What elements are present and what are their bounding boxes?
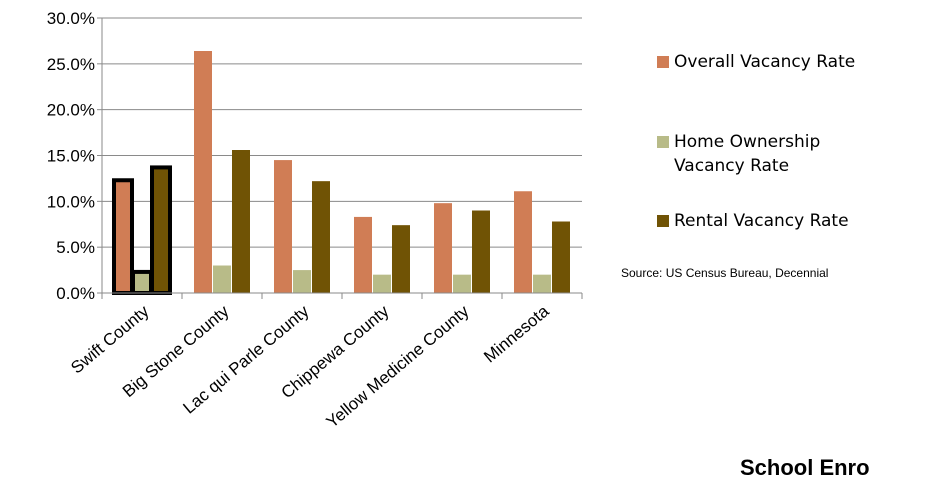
x-category-label: Swift County <box>67 301 153 377</box>
x-category-label: Minnesota <box>480 301 553 366</box>
bar-home-ownership-vacancy-rate <box>213 265 231 293</box>
legend-swatch-overall <box>657 56 669 68</box>
bar-home-ownership-vacancy-rate <box>533 274 551 293</box>
y-tick-label: 10.0% <box>47 192 95 211</box>
section-title: School Enro <box>740 455 870 480</box>
bar-overall-vacancy-rate <box>514 191 532 293</box>
bars <box>112 51 570 296</box>
y-tick-labels: 0.0% 5.0% 10.0% 15.0% 20.0% 25.0% 30.0% <box>47 9 95 303</box>
bar-rental-vacancy-rate <box>312 181 330 293</box>
legend-label-overall: Overall Vacancy Rate <box>674 52 856 72</box>
bar-rental-vacancy-rate <box>392 225 410 293</box>
bar-rental-vacancy-rate <box>472 210 490 293</box>
bar-overall-vacancy-rate <box>194 51 212 293</box>
legend-item-overall: Overall Vacancy Rate <box>657 50 884 74</box>
y-tick-label: 0.0% <box>56 284 95 303</box>
y-tick-label: 20.0% <box>47 101 95 120</box>
source-note: Source: US Census Bureau, Decennial <box>621 266 829 280</box>
legend-label-home-ownership: Home Ownership Vacancy Rate <box>674 132 821 176</box>
bar-overall-vacancy-rate <box>434 203 452 293</box>
bar-rental-vacancy-rate <box>150 165 172 296</box>
bar-home-ownership-vacancy-rate <box>131 269 153 295</box>
bar-overall-vacancy-rate <box>354 216 372 293</box>
legend-swatch-home-ownership <box>657 136 669 148</box>
vacancy-rate-chart: 0.0% 5.0% 10.0% 15.0% 20.0% 25.0% 30.0% Swift … <box>47 9 583 432</box>
axes <box>97 17 583 299</box>
gridlines <box>102 17 582 248</box>
y-tick-label: 25.0% <box>47 55 95 74</box>
legend-item-home-ownership: Home Ownership Vacancy Rate <box>657 130 874 178</box>
y-tick-label: 30.0% <box>47 9 95 28</box>
y-tick-label: 5.0% <box>56 238 95 257</box>
bar-home-ownership-vacancy-rate <box>373 274 391 293</box>
bar-overall-vacancy-rate <box>112 178 134 295</box>
y-tick-label: 15.0% <box>47 147 95 166</box>
legend-label-rental: Rental Vacancy Rate <box>674 211 849 231</box>
legend-swatch-rental <box>657 215 669 227</box>
bar-rental-vacancy-rate <box>232 150 250 293</box>
bar-home-ownership-vacancy-rate <box>293 270 311 293</box>
bar-overall-vacancy-rate <box>274 160 292 293</box>
x-category-label: Yellow Medicine County <box>323 301 473 431</box>
legend-item-rental: Rental Vacancy Rate <box>657 209 884 233</box>
bar-home-ownership-vacancy-rate <box>453 274 471 293</box>
bar-rental-vacancy-rate <box>552 221 570 293</box>
